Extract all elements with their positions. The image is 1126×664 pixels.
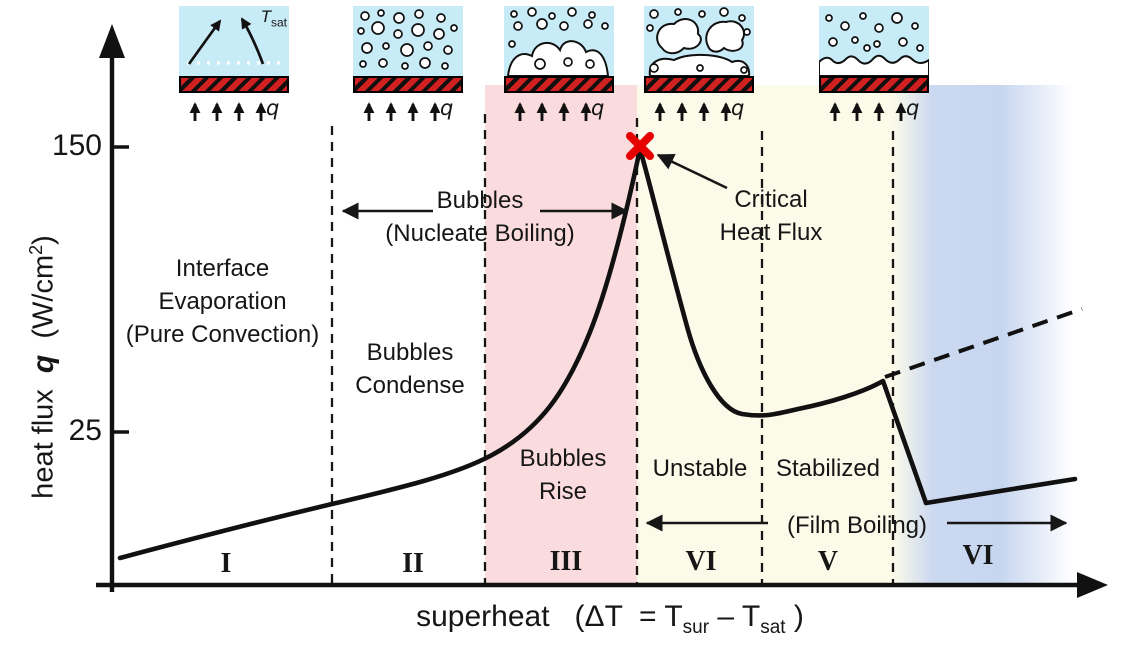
vapor-film-layer bbox=[819, 54, 929, 76]
film-boiling-extension-dashed bbox=[884, 307, 1083, 379]
label-film-boiling: (Film Boiling) bbox=[786, 512, 927, 539]
inset-fluid-small-bubbles bbox=[353, 6, 463, 76]
inset-fluid-merging-bubbles bbox=[504, 6, 614, 76]
base-bubbles bbox=[649, 63, 748, 74]
tsat-subscript: sat bbox=[270, 15, 287, 30]
q-label: q bbox=[906, 96, 920, 120]
y-tick-label-25: 25 bbox=[68, 414, 102, 447]
y-label-unit-exp: 2 bbox=[26, 244, 46, 255]
heat-input-arrows bbox=[189, 102, 267, 121]
numeral-region-5: V bbox=[817, 546, 839, 577]
region-shade-vi bbox=[893, 85, 1073, 585]
x-axis-label: superheat (ΔT = Tsur – Tsat ) bbox=[340, 600, 880, 639]
heater-bar bbox=[819, 76, 929, 93]
x-formula-sub-sur: sur bbox=[682, 617, 710, 638]
q-label: q bbox=[731, 96, 745, 120]
annotation-arrows bbox=[341, 153, 1068, 532]
inset-bubbles-condense: q bbox=[353, 6, 463, 126]
label-nucleate-boiling: Bubbles (Nucleate Boiling) bbox=[385, 187, 575, 247]
x-axis-arrowhead bbox=[1077, 572, 1108, 598]
x-label-gap bbox=[550, 600, 575, 633]
label-stabilized: Stabilized bbox=[775, 455, 881, 482]
inset-unstable-film: q bbox=[644, 6, 754, 126]
region-divider-dashed-lines bbox=[330, 114, 895, 583]
heater-bar bbox=[353, 76, 463, 93]
inset-fluid-convection bbox=[179, 6, 289, 76]
bubbles bbox=[357, 9, 458, 70]
critical-heat-flux-arrow bbox=[656, 153, 728, 190]
merged-vapor-blob bbox=[506, 40, 610, 76]
heat-input-arrows bbox=[829, 102, 907, 121]
y-axis-arrowhead bbox=[99, 24, 125, 58]
heater-bar bbox=[504, 76, 614, 93]
bubbles bbox=[646, 7, 751, 36]
y-axis-label: heat flux q (W/cm2) bbox=[17, 157, 60, 577]
label-interface-evaporation: Interface Evaporation (Pure Convection) bbox=[125, 255, 320, 348]
blob-inner-bubbles bbox=[534, 57, 595, 70]
inset-bubbles-rise: q bbox=[504, 6, 614, 126]
q-label: q bbox=[440, 96, 454, 120]
numeral-region-4: VI bbox=[685, 546, 717, 577]
inset-pure-convection: Tsat q bbox=[179, 6, 289, 126]
numeral-region-3: III bbox=[549, 546, 583, 577]
label-unstable: Unstable bbox=[652, 455, 748, 482]
inset-film-boiling: q bbox=[819, 6, 929, 126]
numeral-region-1: I bbox=[220, 548, 232, 579]
x-formula-open: (ΔT = T bbox=[574, 600, 683, 633]
region-shade-iii bbox=[485, 85, 637, 585]
inset-fluid-large-blobs bbox=[644, 6, 754, 76]
label-bubbles-rise: Bubbles Rise bbox=[519, 445, 607, 505]
inset-fluid-vapor-film bbox=[819, 6, 929, 76]
boiling-curve bbox=[117, 146, 1078, 561]
x-formula-sub-sat: sat bbox=[760, 617, 786, 638]
y-tick-label-150: 150 bbox=[51, 129, 102, 162]
heater-bar bbox=[179, 76, 289, 93]
axes bbox=[96, 50, 1082, 592]
bubbles bbox=[825, 12, 924, 52]
x-label-text: superheat bbox=[416, 600, 550, 633]
numeral-region-6: VI bbox=[962, 540, 994, 571]
numeral-region-2: II bbox=[402, 548, 424, 579]
heat-input-arrows bbox=[654, 102, 732, 121]
y-label-unit-close: ) bbox=[27, 235, 60, 245]
y-label-symbol-q: q bbox=[26, 354, 60, 374]
heater-bar bbox=[644, 76, 754, 93]
q-label: q bbox=[266, 96, 280, 120]
region-shade-iv-v bbox=[637, 85, 893, 585]
x-formula-minus: – T bbox=[709, 600, 761, 633]
tsat-label: Tsat bbox=[261, 7, 287, 29]
heat-input-arrows bbox=[363, 102, 441, 121]
convection-arrows bbox=[187, 17, 265, 65]
critical-heat-flux-x-marker bbox=[626, 132, 654, 160]
label-bubbles-condense: Bubbles Condense bbox=[355, 339, 465, 399]
y-label-unit: (W/cm bbox=[27, 254, 60, 355]
x-formula-close: ) bbox=[785, 600, 804, 633]
q-label: q bbox=[591, 96, 605, 120]
tsat-symbol: T bbox=[260, 7, 271, 26]
heat-input-arrows bbox=[514, 102, 592, 121]
label-critical-heat-flux: Critical Heat Flux bbox=[719, 186, 823, 246]
bubbles bbox=[508, 7, 609, 48]
